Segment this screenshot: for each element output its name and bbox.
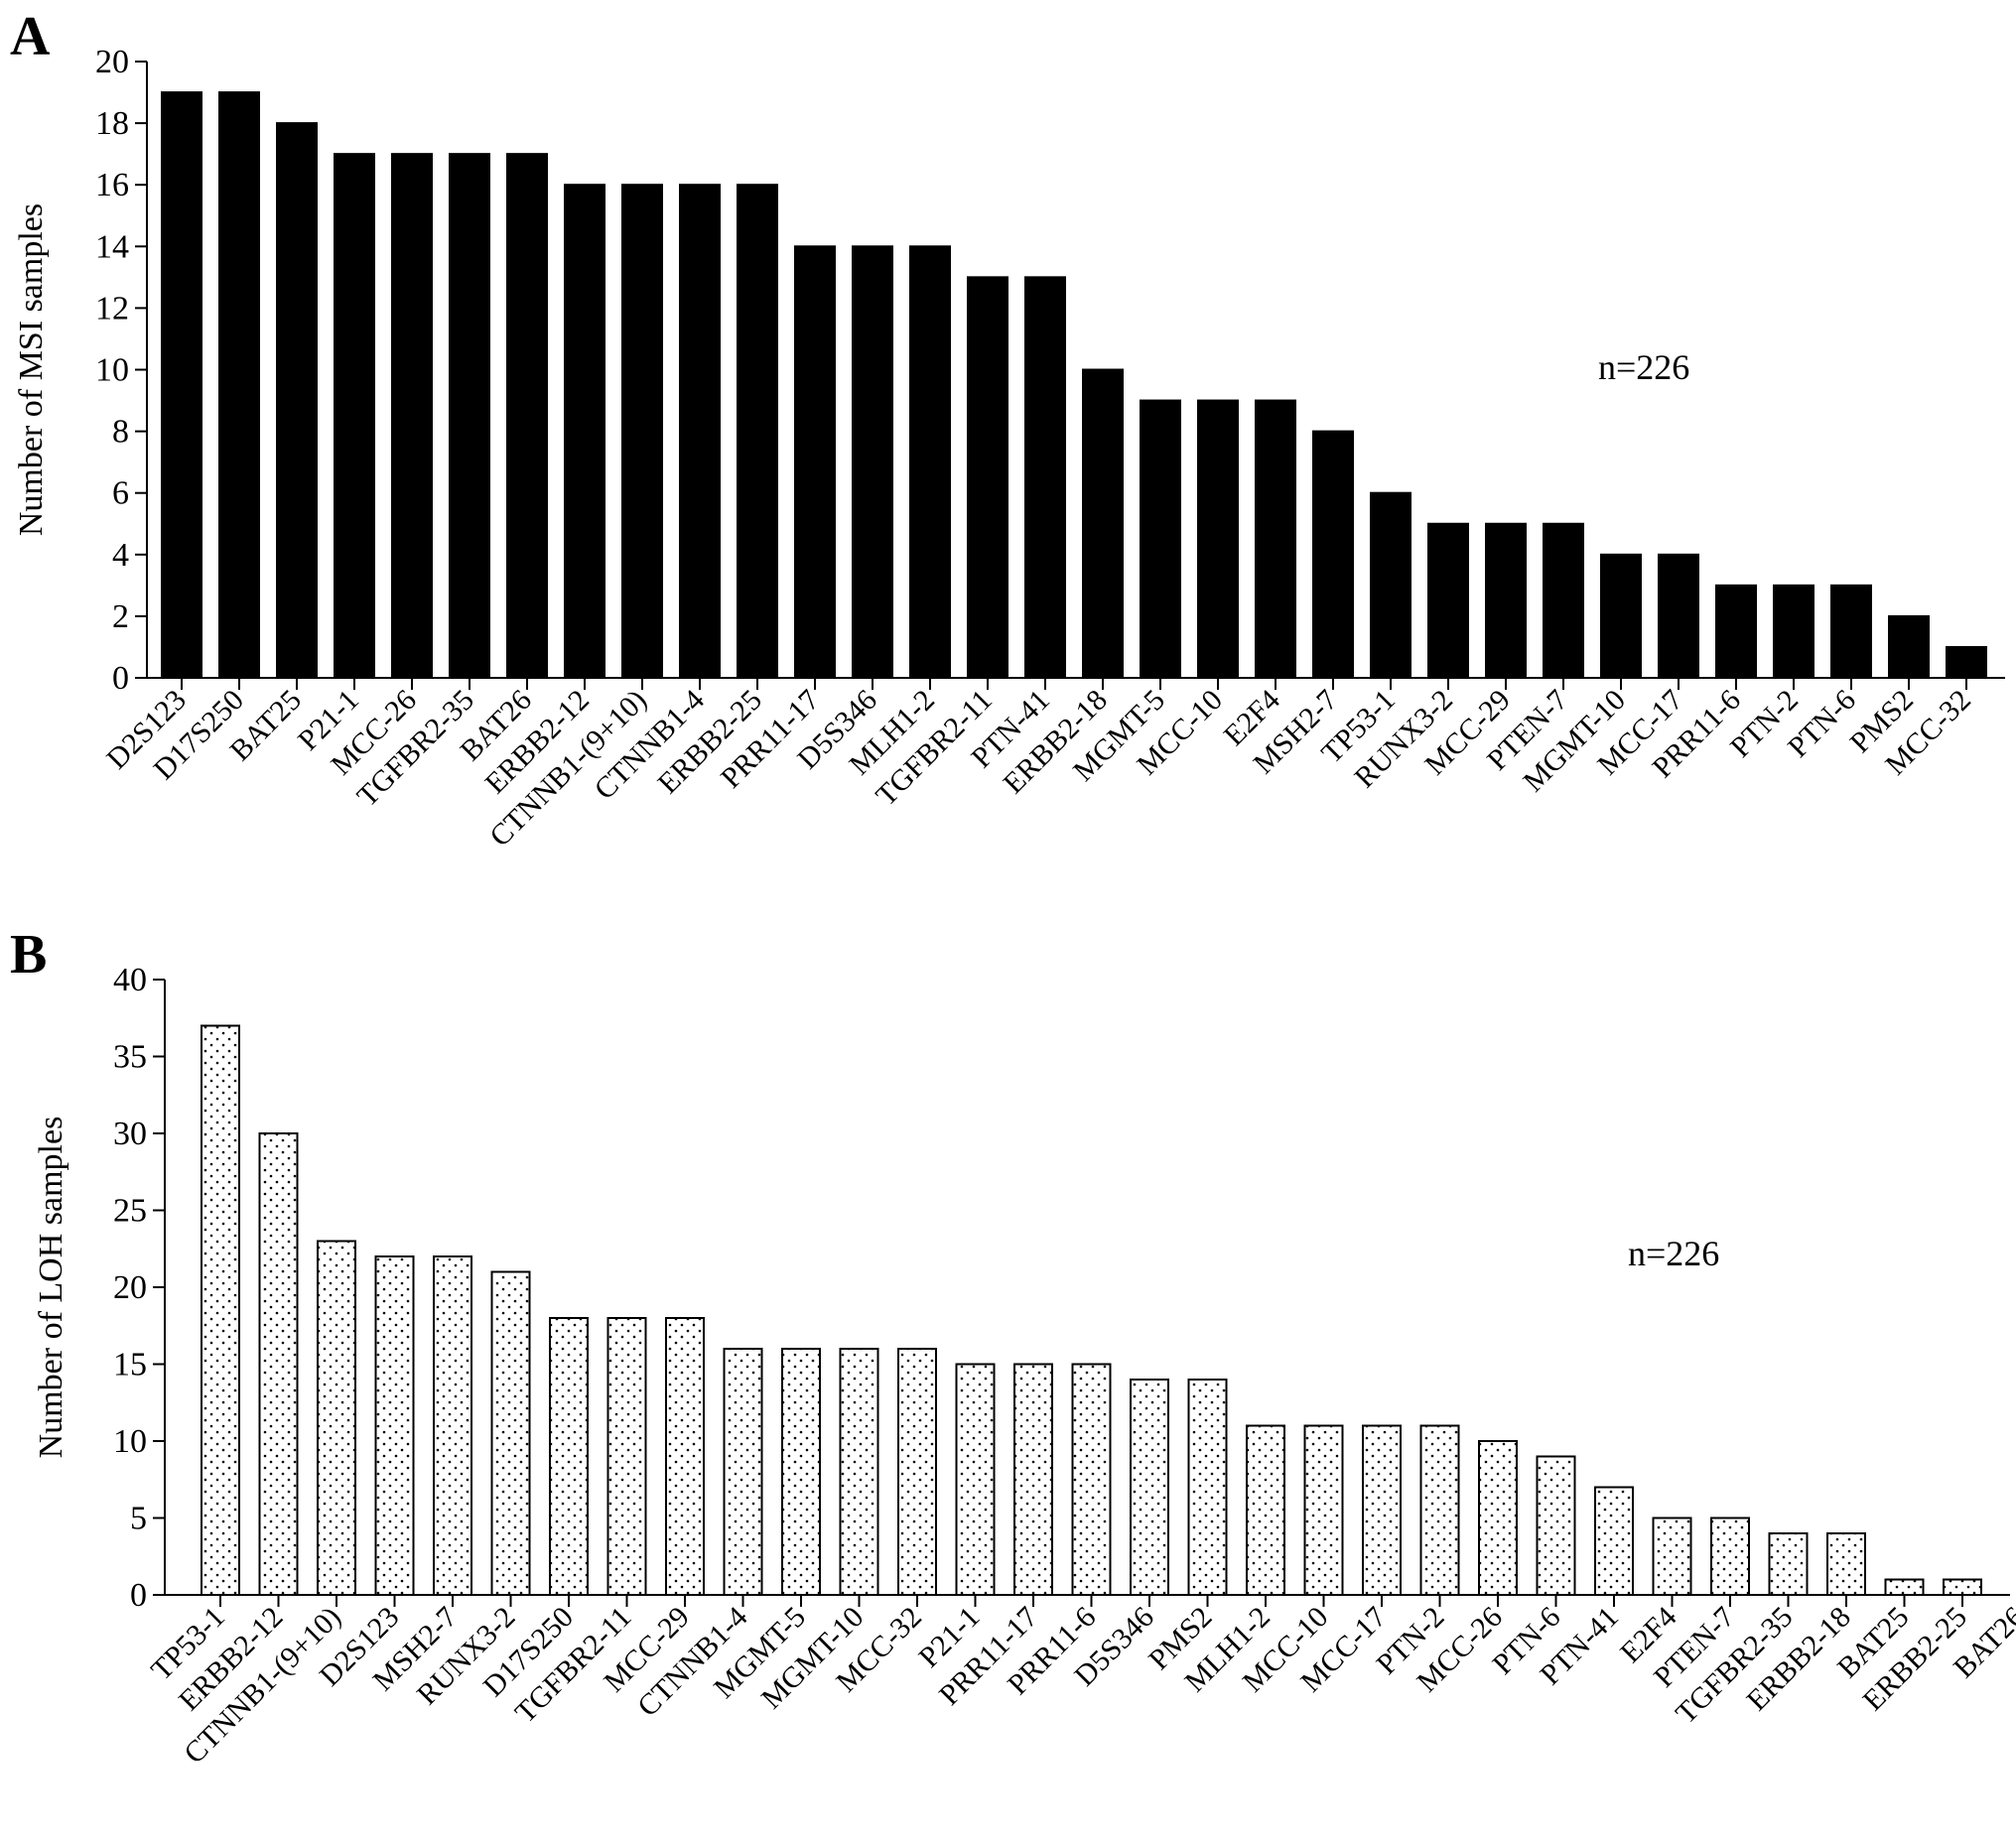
y-tick-label: 18 [95, 105, 129, 142]
bar [679, 184, 721, 679]
bar [1652, 1516, 1692, 1596]
bar [1536, 1455, 1576, 1596]
bar [490, 1270, 531, 1596]
y-tick-label: 10 [95, 352, 129, 389]
bar [1773, 584, 1814, 679]
y-tick-label: 0 [112, 660, 129, 697]
bar [794, 245, 836, 680]
bar [909, 245, 951, 680]
y-tick-label: 12 [95, 290, 129, 327]
bar [1594, 1486, 1634, 1596]
y-tick-label: 20 [113, 1269, 147, 1306]
y-tick-label: 8 [112, 414, 129, 451]
bar [1710, 1516, 1750, 1596]
bar [665, 1317, 705, 1596]
panel-label-a: A [10, 6, 51, 67]
bar [1768, 1532, 1809, 1596]
bar [1071, 1363, 1112, 1596]
bar [506, 153, 548, 679]
bar [1255, 399, 1296, 679]
y-tick-label: 25 [113, 1193, 147, 1230]
bar [967, 276, 1008, 679]
bar [1187, 1379, 1228, 1596]
bar [449, 153, 490, 679]
y-tick-label: 30 [113, 1116, 147, 1152]
bar [852, 245, 893, 680]
bar [433, 1255, 472, 1596]
bar [1130, 1379, 1169, 1596]
bar [317, 1240, 356, 1596]
bar [201, 1024, 240, 1596]
panel-a-msi-chart: 0 2 4 6 8 10 12 14 16 18 20 Number of MSI samples n=… [13, 44, 2005, 853]
bar [1246, 1424, 1285, 1596]
bar [839, 1348, 879, 1596]
bar [1946, 645, 1987, 680]
y-tick-label: 0 [130, 1577, 147, 1614]
bar [737, 184, 778, 679]
bar [1888, 614, 1930, 680]
bar [1427, 522, 1469, 679]
bar [564, 184, 605, 679]
bar [391, 153, 433, 679]
y-tick-label: 2 [112, 598, 129, 635]
bar [1197, 399, 1239, 679]
bar [1715, 584, 1757, 679]
bar [1082, 368, 1124, 679]
y-axis-title: Number of MSI samples [13, 203, 50, 536]
bar [1830, 584, 1872, 679]
bar [1658, 553, 1699, 679]
bar [1303, 1424, 1344, 1596]
panel-label-b: B [10, 924, 47, 986]
bar [1884, 1578, 1925, 1596]
bar [1419, 1424, 1460, 1596]
y-tick-label: 16 [95, 167, 129, 203]
bar [276, 122, 318, 680]
y-tick-label: 10 [113, 1423, 147, 1460]
bar [1543, 522, 1584, 679]
bar [1370, 491, 1411, 680]
x-tick-label: PTN-6 [1782, 684, 1862, 764]
y-tick-label: 35 [113, 1039, 147, 1076]
bar [606, 1317, 647, 1596]
bar [374, 1255, 415, 1596]
bar [621, 184, 663, 679]
bar [1024, 276, 1066, 679]
bar [1312, 430, 1354, 679]
bar [334, 153, 375, 679]
bar [161, 91, 202, 680]
bar [1600, 553, 1642, 679]
y-tick-label: 4 [112, 537, 129, 574]
bar [1013, 1363, 1053, 1596]
bar [781, 1348, 821, 1596]
bar [1826, 1532, 1866, 1596]
bar [218, 91, 260, 680]
y-tick-label: 6 [112, 475, 129, 512]
bar [258, 1132, 299, 1596]
bar [1478, 1440, 1518, 1596]
sample-size-annotation: n=226 [1598, 347, 1689, 387]
y-tick-label: 20 [95, 44, 129, 80]
y-axis-title: Number of LOH samples [33, 1117, 69, 1459]
bar [1140, 399, 1181, 679]
bar [1485, 522, 1527, 679]
y-tick-label: 5 [130, 1501, 147, 1537]
bar [723, 1348, 763, 1596]
bar [1362, 1424, 1402, 1596]
bar [1943, 1578, 1982, 1596]
y-tick-label: 40 [113, 962, 147, 998]
bar [549, 1317, 589, 1596]
y-tick-label: 14 [95, 228, 129, 265]
panel-b-loh-chart: 0 5 10 15 20 25 30 35 40 Number of LOH samples n=2… [33, 962, 2016, 1770]
y-tick-label: 15 [113, 1347, 147, 1384]
bar [955, 1363, 996, 1596]
bar [897, 1348, 937, 1596]
sample-size-annotation: n=226 [1628, 1234, 1719, 1273]
